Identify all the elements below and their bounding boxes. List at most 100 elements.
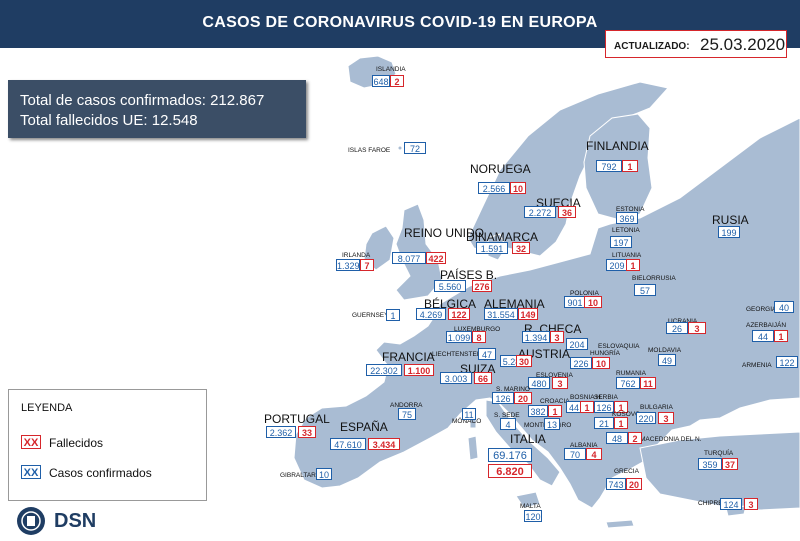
country-label-ucrania: UCRANIA: [668, 318, 697, 325]
country-label-azerbaijan: AZERBAIJÁN: [746, 322, 787, 329]
emblem-icon: [17, 507, 45, 535]
country-label-reino-unido: REINO UNIDO: [404, 226, 485, 240]
deaths-count-italia: 6.820: [488, 464, 532, 478]
confirmed-count-albania: 70: [564, 448, 586, 460]
country-label-guernsey: GUERNSEY: [352, 312, 389, 319]
deaths-count-grecia: 20: [626, 478, 642, 490]
country-label-rumania: RUMANIA: [616, 370, 646, 377]
deaths-count-finlandia: 1: [622, 160, 638, 172]
deaths-count-eslovenia: 3: [552, 377, 568, 389]
country-label-islandia: ISLANDIA: [376, 66, 406, 73]
country-label-bulgaria: BULGARIA: [640, 404, 673, 411]
confirmed-count-reino-unido: 8.077: [392, 252, 426, 264]
deaths-count-belgica: 122: [448, 308, 470, 320]
confirmed-count-serbia: 126: [594, 401, 614, 413]
deaths-count-reino-unido: 422: [426, 252, 446, 264]
confirmed-count-chipre: 124: [720, 498, 742, 510]
confirmed-count-eslovenia: 480: [528, 377, 550, 389]
country-label-eslovenia: ESLOVENIA: [536, 372, 573, 379]
country-label-georgia: GEORGIA: [746, 306, 777, 313]
country-label-belgica: BÉLGICA: [424, 297, 477, 311]
country-label-moldavia: MOLDAVIA: [648, 347, 682, 354]
updated-label: ACTUALIZADO:: [614, 41, 690, 52]
deaths-count-azerbaijan: 1: [774, 330, 788, 342]
confirmed-count-armenia: 122: [776, 356, 798, 368]
confirmed-count-ucrania: 26: [666, 322, 688, 334]
confirmed-count-bielorrusia: 57: [634, 284, 656, 296]
country-label-bielorrusia: BIELORRUSIA: [632, 275, 676, 282]
deaths-count-hungria: 10: [592, 357, 610, 369]
legend: LEYENDA XX Fallecidos XX Casos confirmad…: [8, 389, 207, 501]
deaths-count-paises-b: 276: [472, 280, 492, 292]
confirmed-count-montenegro: 13: [544, 418, 560, 430]
confirmed-count-polonia: 901: [564, 296, 586, 308]
confirmed-count-eslovaquia: 204: [566, 338, 588, 350]
country-label-andorra: ANDORRA: [390, 402, 423, 409]
confirmed-count-islas-faroe: 72: [404, 142, 426, 154]
confirmed-count-bosnia-h: 44: [566, 401, 582, 413]
confirmed-count-macedonia-del-n: 48: [606, 432, 628, 444]
deaths-count-s-marino: 20: [514, 392, 532, 404]
confirmed-count-r-checa: 1.394: [522, 331, 550, 343]
country-label-malta: MALTA: [520, 503, 541, 510]
country-label-alemania: ALEMANIA: [484, 297, 545, 311]
europe-map: [293, 55, 800, 529]
page-title: CASOS DE CORONAVIRUS COVID-19 EN EUROPA: [202, 14, 598, 31]
country-label-islas-faroe: ISLAS FAROE: [348, 147, 391, 154]
confirmed-count-croacia: 382: [528, 405, 548, 417]
confirmed-count-francia: 22.302: [366, 364, 402, 376]
country-label-s-marino: S. MARINO: [496, 386, 530, 393]
deaths-count-suecia: 36: [558, 206, 576, 218]
confirmed-count-turquia: 359: [698, 458, 722, 470]
deaths-count-irlanda: 7: [360, 259, 374, 271]
country-label-s-sede: S. SEDE: [494, 412, 520, 419]
country-label-portugal: PORTUGAL: [264, 412, 330, 426]
deaths-count-francia: 1.100: [404, 364, 434, 376]
deaths-count-bulgaria: 3: [658, 412, 674, 424]
confirmed-count-lituania: 209: [606, 259, 628, 271]
confirmed-count-moldavia: 49: [658, 354, 676, 366]
country-label-noruega: NORUEGA: [470, 162, 531, 176]
confirmed-count-malta: 120: [524, 510, 542, 522]
deaths-count-macedonia-del-n: 2: [628, 432, 642, 444]
deaths-count-dinamarca: 32: [512, 242, 530, 254]
deaths-count-portugal: 33: [298, 426, 316, 438]
country-label-armenia: ARMENIA: [742, 362, 772, 369]
deaths-count-serbia: 1: [614, 401, 628, 413]
confirmed-count-rumania: 762: [616, 377, 640, 389]
deaths-count-luxemburgo: 8: [472, 331, 486, 343]
country-label-lituania: LITUANIA: [612, 252, 642, 259]
confirmed-count-italia: 69.176: [488, 448, 532, 462]
country-label-polonia: POLONIA: [570, 290, 599, 297]
total-confirmed: Total de casos confirmados: 212.867: [20, 92, 265, 109]
country-label-gibraltar: GIBRALTAR: [280, 472, 316, 479]
country-label-bosnia-h: BOSNIA H.: [570, 394, 603, 401]
confirmed-count-suiza: 3.003: [440, 372, 472, 384]
confirmed-count-georgia: 40: [774, 301, 794, 313]
confirmed-count-s-marino: 126: [492, 392, 514, 404]
deaths-count-austria: 30: [516, 355, 532, 367]
confirmed-count-belgica: 4.269: [416, 308, 446, 320]
updated-date: 25.03.2020: [700, 35, 786, 54]
header-bar: CASOS DE CORONAVIRUS COVID-19 EN EUROPA: [0, 0, 800, 48]
deaths-count-croacia: 1: [548, 405, 562, 417]
confirmed-count-gibraltar: 10: [316, 468, 332, 480]
country-label-letonia: LETONIA: [612, 227, 640, 234]
confirmed-count-finlandia: 792: [596, 160, 622, 172]
confirmed-count-monaco: 11: [462, 408, 476, 420]
confirmed-count-portugal: 2.362: [266, 426, 296, 438]
country-label-eslovaquia: ESLOVAQUIA: [598, 343, 640, 350]
deaths-count-lituania: 1: [626, 259, 640, 271]
confirmed-count-liechtenstein: 47: [478, 348, 496, 360]
deaths-count-noruega: 10: [510, 182, 526, 194]
deaths-count-suiza: 66: [474, 372, 492, 384]
confirmed-count-andorra: 75: [398, 408, 416, 420]
deaths-count-islandia: 2: [390, 75, 404, 87]
country-label-turquia: TURQUÍA: [704, 450, 734, 457]
country-label-kosovo: KOSOVO: [612, 411, 641, 418]
totals-box: Total de casos confirmados: 212.867 Tota…: [8, 80, 306, 138]
country-label-chipre: CHIPRE: [698, 500, 723, 507]
confirmed-count-rusia: 199: [718, 226, 740, 238]
country-label-rusia: RUSIA: [712, 213, 749, 227]
country-label-grecia: GRECIA: [614, 468, 639, 475]
